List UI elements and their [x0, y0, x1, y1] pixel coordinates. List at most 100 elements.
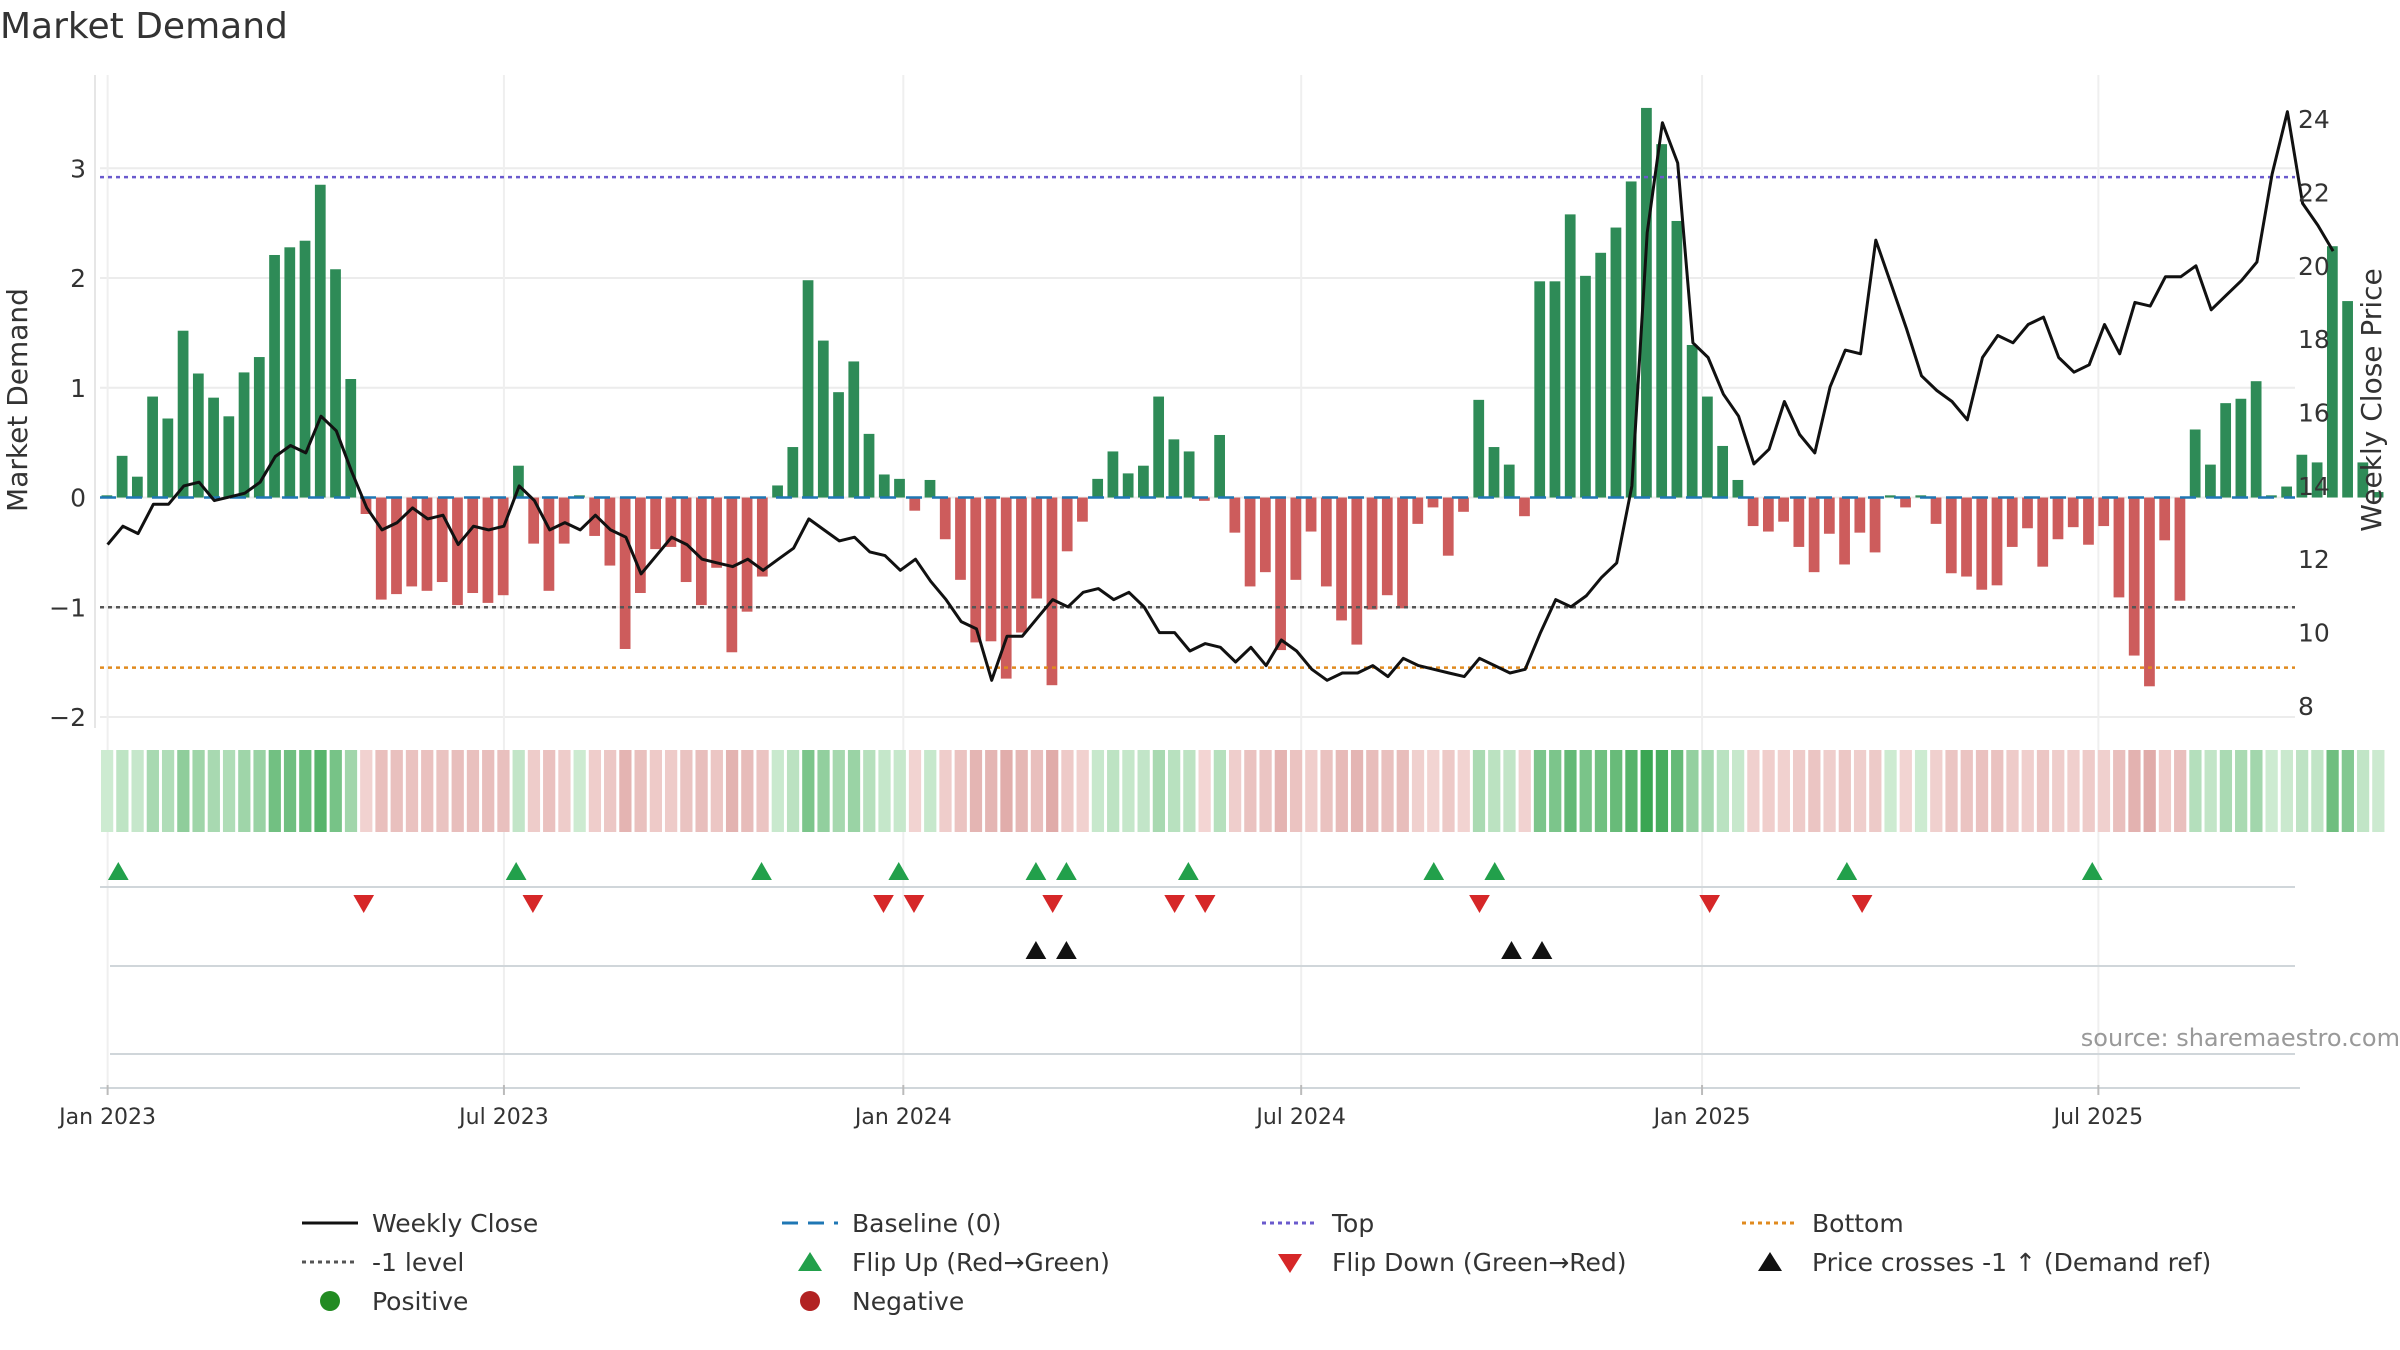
demand-bar [772, 485, 783, 498]
legend-item-negative: Negative [780, 1286, 1260, 1317]
demand-bar [1351, 497, 1363, 645]
heat-cell [664, 750, 678, 832]
demand-bar [909, 497, 921, 511]
heat-cell [1305, 750, 1318, 832]
heat-cell [710, 750, 723, 832]
demand-bar [482, 497, 494, 603]
heat-cell [1152, 750, 1166, 832]
demand-bar [177, 330, 189, 498]
demand-bar [1762, 497, 1774, 532]
demand-bar [2281, 486, 2292, 498]
y-tick-label-right: 18 [2298, 325, 2330, 354]
legend-swatch-dotted-icon [1260, 1208, 1320, 1239]
demand-bar [680, 497, 692, 583]
heat-cell [1259, 750, 1272, 832]
heat-cell [1350, 750, 1364, 832]
flip-down-marker [1164, 895, 1185, 913]
demand-bar [1641, 107, 1652, 498]
legend-label: Flip Down (Green→Red) [1332, 1248, 1627, 1277]
heat-cell [1289, 750, 1303, 832]
heat-cell [390, 750, 403, 832]
demand-bar [1900, 497, 1911, 508]
heat-cell [543, 750, 556, 832]
demand-bar [1199, 497, 1210, 501]
y-tick-label-left: 0 [70, 484, 86, 513]
heat-cell [1838, 750, 1851, 832]
heat-cell [1046, 750, 1059, 832]
price-cross-marker [1056, 941, 1077, 959]
legend-swatch-triangle-up-icon [1740, 1247, 1800, 1278]
demand-bar [1305, 497, 1317, 532]
legend-item-flip-down: Flip Down (Green→Red) [1260, 1247, 1740, 1278]
y-axis-label-right: Weekly Close Price [2355, 268, 2388, 531]
demand-bar [1534, 281, 1546, 498]
legend-label: Bottom [1812, 1209, 1904, 1238]
heat-cell [1091, 750, 1105, 832]
demand-bar [2144, 497, 2155, 687]
demand-bar [756, 497, 768, 577]
heat-cell [1396, 750, 1409, 832]
demand-bar [1747, 497, 1759, 527]
heat-cell [2067, 750, 2080, 832]
demand-bar [635, 497, 646, 594]
heat-cell [466, 750, 480, 832]
legend-label: -1 level [372, 1248, 465, 1277]
demand-bar [1061, 497, 1073, 552]
demand-bar [238, 372, 250, 498]
demand-bar [391, 497, 402, 595]
demand-bar [406, 497, 418, 587]
demand-bar [1381, 497, 1393, 596]
heat-cell [2280, 750, 2293, 832]
demand-bar [1717, 445, 1729, 498]
legend-item-price-cross: Price crosses -1 ↑ (Demand ref) [1740, 1247, 2220, 1278]
heat-cell [1366, 750, 1379, 832]
heat-cell [1472, 750, 1486, 832]
price-cross-marker [1501, 941, 1522, 959]
demand-bar [147, 396, 158, 498]
flip-up-marker [1836, 862, 1858, 880]
demand-bar [2326, 246, 2338, 498]
heat-cell [1960, 750, 1973, 832]
heat-cell [1594, 750, 1608, 832]
y-tick-label-left: 3 [70, 154, 86, 183]
heat-cell [436, 750, 449, 832]
heat-cell [1030, 750, 1044, 832]
heat-cell [939, 750, 952, 832]
heat-cell [680, 750, 693, 832]
heat-cell [695, 750, 708, 832]
demand-bar [330, 269, 341, 498]
demand-bar [1442, 497, 1454, 556]
heat-cell [1411, 750, 1425, 832]
demand-bar [1016, 497, 1027, 633]
demand-bar [2113, 497, 2125, 598]
heat-cell [1533, 750, 1547, 832]
heat-cell [1747, 750, 1760, 832]
flip-up-marker [1484, 862, 1506, 880]
heat-cell [1488, 750, 1501, 832]
heat-cell [283, 750, 297, 832]
weekly-close-line [106, 110, 2335, 682]
close-line-layer [106, 110, 2335, 682]
heat-cell [1076, 750, 1089, 832]
demand-bar [2022, 497, 2033, 529]
heat-cell [1122, 750, 1135, 832]
demand-bar [1549, 281, 1561, 498]
demand-bar [894, 478, 905, 498]
heat-cell [2143, 750, 2156, 832]
demand-bar [2128, 497, 2140, 656]
heat-cell [329, 750, 342, 832]
heat-cell [207, 750, 220, 832]
demand-bar [1854, 497, 1866, 533]
heat-cell [1884, 750, 1897, 832]
demand-bar [970, 497, 982, 643]
demand-bar [223, 416, 235, 498]
heat-cell [177, 750, 190, 832]
demand-bar [1961, 497, 1972, 577]
legend-swatch-dash-icon [780, 1208, 840, 1239]
heat-cell [116, 750, 129, 832]
flip-down-marker [903, 895, 925, 913]
demand-bar [2311, 462, 2323, 498]
demand-bar [1976, 497, 1988, 590]
demand-bar [1930, 497, 1942, 524]
